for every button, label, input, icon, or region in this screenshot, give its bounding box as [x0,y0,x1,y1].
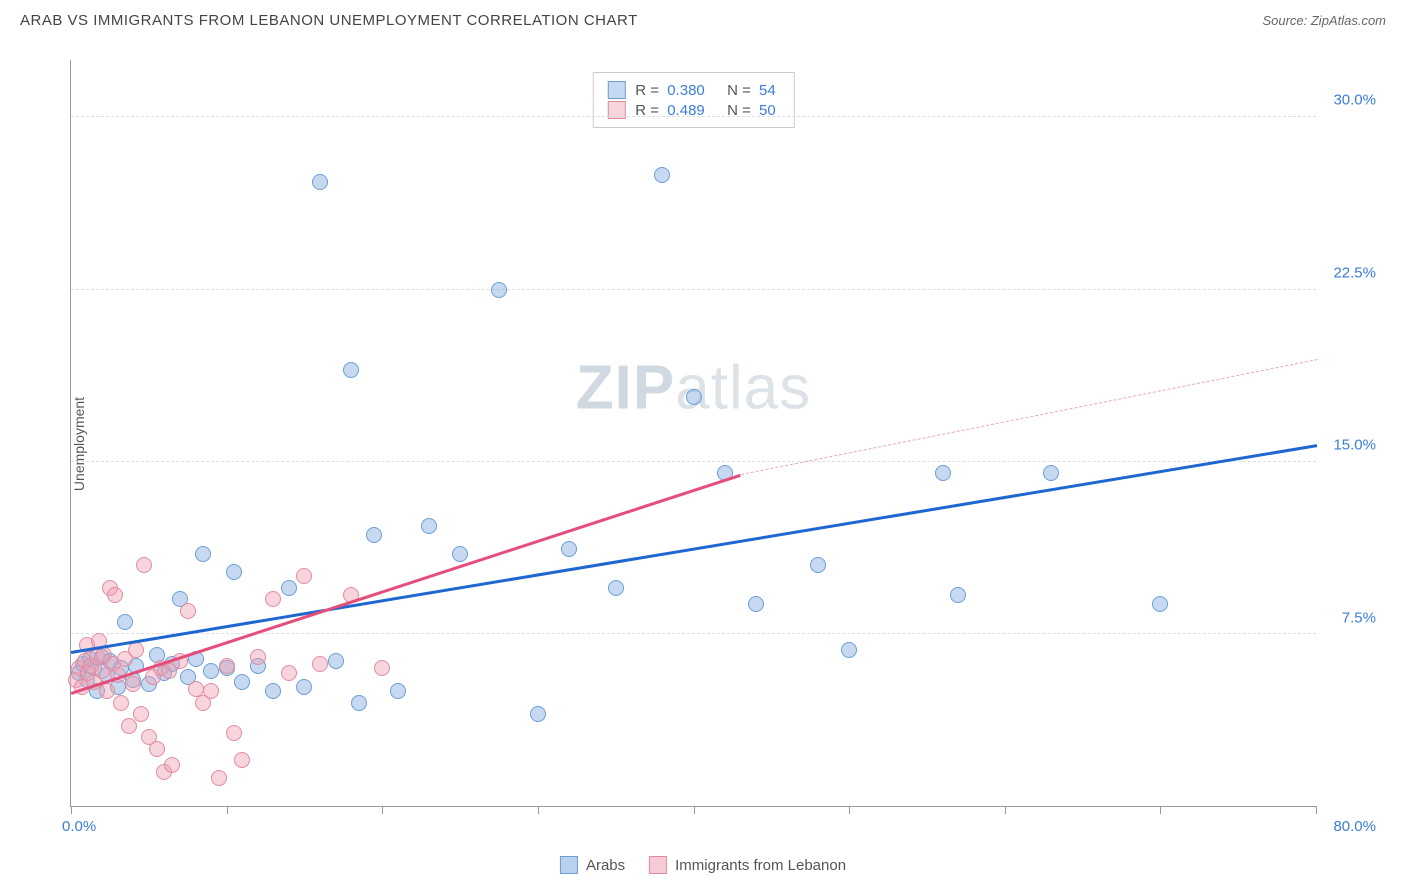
watermark: ZIPatlas [576,353,811,424]
scatter-point [234,674,250,690]
scatter-point [211,770,227,786]
scatter-point [136,557,152,573]
scatter-point [265,683,281,699]
scatter-point [128,642,144,658]
plot-area: ZIPatlas R = 0.380 N = 54R = 0.489 N = 5… [70,60,1316,807]
scatter-point [133,706,149,722]
legend-correlation-row: R = 0.380 N = 54 [607,81,779,99]
legend-swatch [649,856,667,874]
x-tick [227,806,228,814]
source-attribution: Source: ZipAtlas.com [1262,13,1386,28]
scatter-point [935,465,951,481]
scatter-point [1152,596,1168,612]
y-tick-label: 15.0% [1333,437,1376,454]
x-tick [694,806,695,814]
x-tick [1160,806,1161,814]
x-tick [1316,806,1317,814]
scatter-point [841,642,857,658]
scatter-point [164,757,180,773]
chart-container: Unemployment ZIPatlas R = 0.380 N = 54R … [50,50,1386,837]
scatter-point [296,679,312,695]
scatter-point [195,546,211,562]
scatter-point [180,603,196,619]
x-axis-max-label: 80.0% [1333,818,1376,835]
x-tick [71,806,72,814]
grid-line [71,289,1316,290]
scatter-point [113,695,129,711]
trend-line [71,474,741,695]
legend-r-label: R = 0.380 [635,82,708,99]
x-tick [382,806,383,814]
scatter-point [234,752,250,768]
legend-series: Arabs Immigrants from Lebanon [560,856,846,874]
scatter-point [328,653,344,669]
scatter-point [296,568,312,584]
scatter-point [281,665,297,681]
x-tick [1005,806,1006,814]
legend-swatch [560,856,578,874]
legend-n-label: N = 54 [719,82,780,99]
scatter-point [226,564,242,580]
scatter-point [748,596,764,612]
scatter-point [343,362,359,378]
legend-label: Arabs [586,857,625,874]
scatter-point [351,695,367,711]
scatter-point [203,683,219,699]
scatter-point [810,557,826,573]
legend-correlation-box: R = 0.380 N = 54R = 0.489 N = 50 [592,72,794,128]
scatter-point [250,649,266,665]
scatter-point [390,683,406,699]
scatter-point [281,580,297,596]
legend-item: Immigrants from Lebanon [649,856,846,874]
chart-title: ARAB VS IMMIGRANTS FROM LEBANON UNEMPLOY… [20,12,638,29]
scatter-point [366,527,382,543]
scatter-point [654,167,670,183]
x-tick [849,806,850,814]
y-tick-label: 22.5% [1333,264,1376,281]
y-tick-label: 30.0% [1333,92,1376,109]
scatter-point [686,389,702,405]
scatter-point [530,706,546,722]
scatter-point [374,660,390,676]
scatter-point [1043,465,1059,481]
x-axis-min-label: 0.0% [62,818,96,835]
scatter-point [125,676,141,692]
legend-item: Arabs [560,856,625,874]
grid-line [71,116,1316,117]
grid-line [71,461,1316,462]
x-tick [538,806,539,814]
scatter-point [950,587,966,603]
legend-swatch [607,81,625,99]
scatter-point [203,663,219,679]
scatter-point [99,683,115,699]
scatter-point [149,741,165,757]
scatter-point [561,541,577,557]
legend-label: Immigrants from Lebanon [675,857,846,874]
scatter-point [312,656,328,672]
scatter-point [107,587,123,603]
scatter-point [117,614,133,630]
scatter-point [312,174,328,190]
trend-line [71,444,1317,653]
scatter-point [452,546,468,562]
scatter-point [265,591,281,607]
scatter-point [421,518,437,534]
scatter-point [608,580,624,596]
scatter-point [121,718,137,734]
scatter-point [491,282,507,298]
scatter-point [226,725,242,741]
y-tick-label: 7.5% [1342,609,1376,626]
scatter-point [219,658,235,674]
